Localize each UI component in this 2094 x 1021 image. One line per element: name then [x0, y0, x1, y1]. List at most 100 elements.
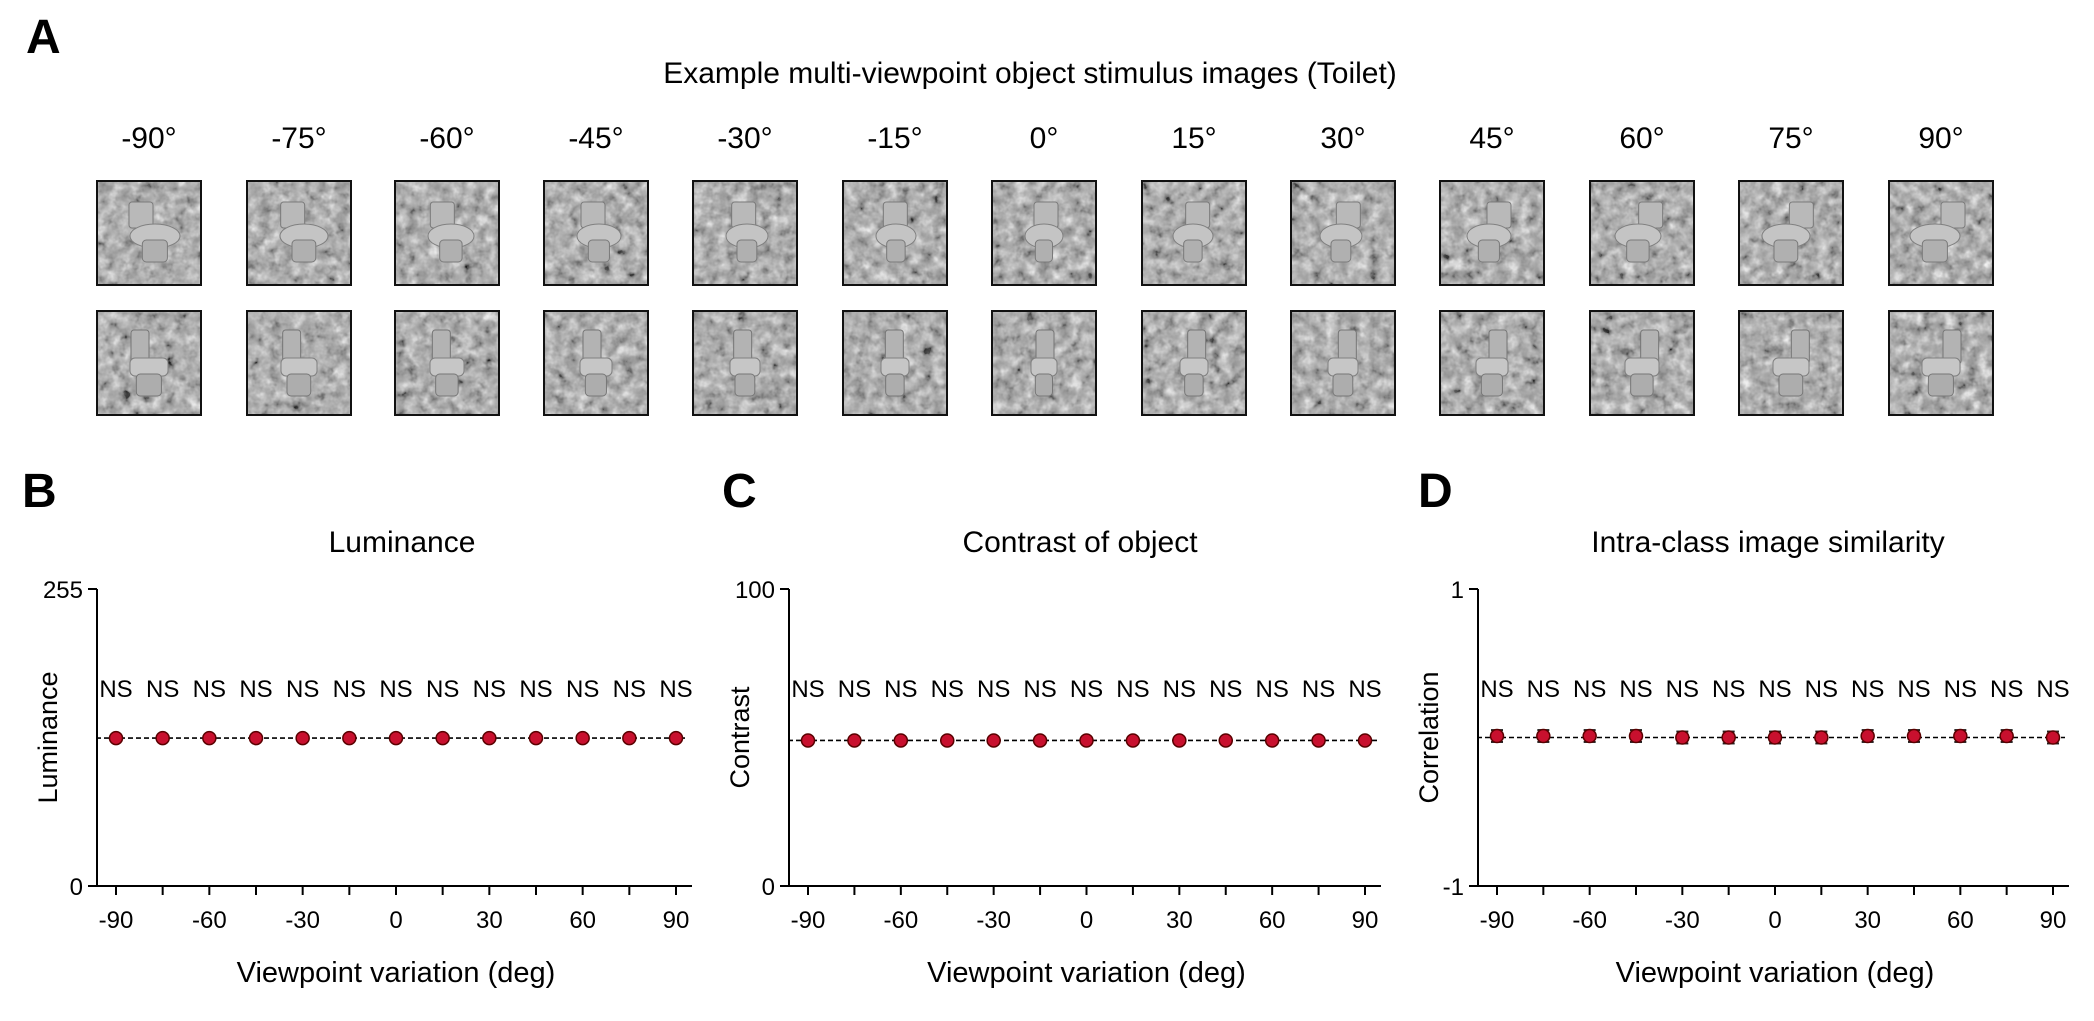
data-point	[1311, 733, 1326, 748]
data-point	[847, 733, 862, 748]
significance-label: NS	[473, 676, 506, 703]
stimulus-image	[842, 310, 948, 416]
x-tick-label: -90	[99, 907, 134, 934]
angle-label: -30°	[717, 122, 773, 155]
stimulus-image	[991, 180, 1097, 286]
significance-label: NS	[239, 676, 272, 703]
significance-label: NS	[1302, 676, 1335, 703]
significance-label: NS	[379, 676, 412, 703]
x-tick-label: 30	[476, 907, 503, 934]
chart-title: Intra-class image similarity	[1591, 526, 1944, 559]
toilet-icon	[1475, 329, 1509, 397]
significance-label: NS	[1666, 676, 1699, 703]
significance-label: NS	[519, 676, 552, 703]
significance-label: NS	[286, 676, 319, 703]
angle-label: -90°	[121, 122, 177, 155]
stimulus-image	[1738, 310, 1844, 416]
data-point	[1767, 730, 1783, 745]
data-point	[1489, 728, 1505, 744]
significance-label: NS	[931, 676, 964, 703]
panel-letter-b: B	[22, 465, 57, 518]
x-tick-label: -60	[883, 907, 918, 934]
significance-label: NS	[838, 676, 871, 703]
toilet-icon	[1024, 201, 1064, 263]
data-point	[1814, 730, 1829, 745]
data-point	[1536, 728, 1551, 744]
toilet-icon	[1179, 329, 1209, 397]
toilet-icon	[729, 329, 761, 397]
y-tick-label: 255	[43, 577, 83, 604]
stimulus-image	[1888, 310, 1994, 416]
significance-label: NS	[977, 676, 1010, 703]
stimulus-image	[1888, 180, 1994, 286]
data-point	[668, 730, 684, 746]
data-point	[202, 730, 217, 746]
y-tick-label: 0	[762, 874, 775, 901]
x-tick-label: -30	[976, 907, 1011, 934]
x-tick-label: 60	[1259, 907, 1286, 934]
chart-title: Luminance	[329, 526, 476, 559]
chart-title: Contrast of object	[962, 526, 1198, 559]
toilet-icon	[280, 329, 318, 397]
stimulus-image	[1589, 180, 1695, 286]
data-point	[1675, 730, 1690, 745]
toilet-icon	[1614, 201, 1664, 263]
toilet-icon	[1327, 329, 1359, 397]
significance-label: NS	[1573, 676, 1606, 703]
data-point	[388, 730, 404, 746]
stimulus-image	[394, 180, 500, 286]
stimulus-image	[692, 180, 798, 286]
toilet-icon	[875, 201, 917, 263]
toilet-icon	[880, 329, 910, 397]
stimulus-image	[1439, 310, 1545, 416]
y-tick-label: -1	[1443, 874, 1464, 901]
x-axis-label: Viewpoint variation (deg)	[927, 957, 1246, 989]
stimulus-image	[246, 310, 352, 416]
angle-label: 45°	[1469, 122, 1515, 155]
panel-letter-c: C	[722, 465, 757, 518]
data-point	[435, 730, 450, 746]
data-point	[1953, 728, 1968, 744]
significance-label: NS	[333, 676, 366, 703]
x-axis-label: Viewpoint variation (deg)	[1616, 957, 1935, 989]
significance-label: NS	[659, 676, 692, 703]
angle-label: 30°	[1320, 122, 1366, 155]
y-tick-label: 100	[735, 577, 775, 604]
data-point	[2045, 730, 2061, 745]
x-tick-label: -90	[791, 907, 826, 934]
toilet-icon	[1030, 329, 1058, 397]
y-tick-label: 1	[1451, 577, 1464, 604]
data-point	[342, 730, 357, 746]
x-tick-label: 60	[569, 907, 596, 934]
significance-label: NS	[99, 676, 132, 703]
toilet-icon	[576, 201, 622, 263]
significance-label: NS	[2036, 676, 2069, 703]
stimulus-image	[1738, 180, 1844, 286]
angle-label: 15°	[1171, 122, 1217, 155]
significance-label: NS	[1851, 676, 1884, 703]
angle-label: -75°	[271, 122, 327, 155]
data-point	[800, 733, 816, 748]
stimulus-image	[394, 310, 500, 416]
data-point	[1999, 728, 2014, 744]
data-point	[893, 733, 909, 748]
x-tick-label: -30	[1665, 907, 1700, 934]
significance-label: NS	[1255, 676, 1288, 703]
stimulus-image	[692, 310, 798, 416]
stimulus-image	[1589, 310, 1695, 416]
data-point	[1357, 733, 1373, 748]
data-point	[1860, 728, 1875, 744]
data-point	[108, 730, 124, 746]
x-tick-label: 30	[1854, 907, 1881, 934]
significance-label: NS	[146, 676, 179, 703]
x-axis-label: Viewpoint variation (deg)	[237, 957, 556, 989]
significance-label: NS	[1209, 676, 1242, 703]
x-tick-label: -60	[192, 907, 227, 934]
angle-label: 90°	[1918, 122, 1964, 155]
significance-label: NS	[1023, 676, 1056, 703]
significance-label: NS	[884, 676, 917, 703]
angle-label: -15°	[867, 122, 923, 155]
data-point	[575, 730, 590, 746]
x-tick-label: 0	[1768, 907, 1781, 934]
x-tick-label: 90	[2040, 907, 2067, 934]
